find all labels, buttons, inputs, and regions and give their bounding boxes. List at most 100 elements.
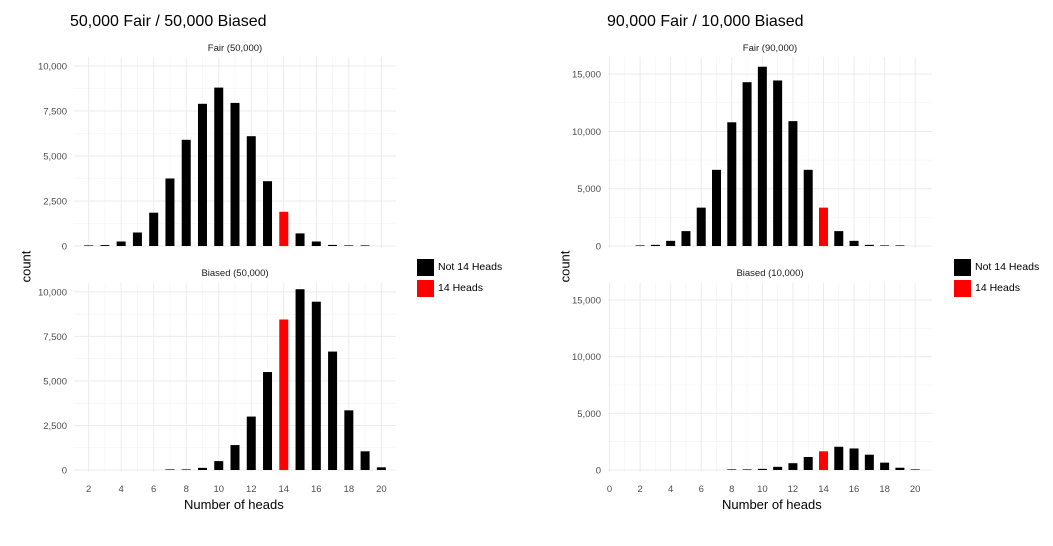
legend-swatch-not-14-heads xyxy=(954,258,971,276)
bar xyxy=(263,181,273,246)
x-tick-label: 10 xyxy=(757,484,768,495)
y-tick-label: 0 xyxy=(62,242,67,253)
x-tick-label: 2 xyxy=(637,484,642,495)
bar xyxy=(214,87,224,246)
panel-2: 0 2,500 5,000 7,500 10,000 Biased (50,000) xyxy=(38,268,396,477)
legend-label-14-heads: 14 Heads xyxy=(975,282,1020,294)
bar xyxy=(803,456,813,470)
bar xyxy=(246,136,256,246)
x-tick-label: 2 xyxy=(86,484,91,495)
bar xyxy=(849,448,859,470)
bar xyxy=(295,289,305,470)
bar xyxy=(834,231,844,246)
panel-1: 0 5,000 10,000 15,000 Fair (90,000) xyxy=(572,43,932,253)
y-tick-label: 10,000 xyxy=(572,352,601,363)
panel-strip-label: Biased (10,000) xyxy=(736,268,803,279)
x-tick-label: 4 xyxy=(668,484,673,495)
bar xyxy=(910,469,920,470)
bar xyxy=(344,410,354,470)
panel-strip-label: Fair (90,000) xyxy=(743,43,797,54)
bar xyxy=(84,245,94,246)
legend-label-14-heads: 14 Heads xyxy=(438,282,483,294)
right-x-axis-title: Number of heads xyxy=(722,497,822,512)
y-tick-label: 10,000 xyxy=(38,62,67,73)
y-tick-label: 0 xyxy=(596,242,601,253)
bar xyxy=(311,301,321,470)
x-tick-label: 4 xyxy=(119,484,124,495)
bar xyxy=(727,122,737,246)
bar xyxy=(880,462,890,470)
bar xyxy=(895,245,905,246)
bar xyxy=(279,211,289,246)
bar xyxy=(116,241,126,246)
legend-swatch-14-heads xyxy=(417,279,434,297)
right-legend: Not 14 Heads 14 Heads xyxy=(954,257,1039,299)
bar xyxy=(742,82,752,246)
y-tick-label: 7,500 xyxy=(43,107,67,118)
x-tick-label: 8 xyxy=(184,484,189,495)
bar xyxy=(864,454,874,470)
bar xyxy=(181,139,191,246)
y-tick-label: 5,000 xyxy=(43,376,67,387)
bar xyxy=(149,212,159,246)
bar xyxy=(100,245,110,246)
legend-label-not-14-heads: Not 14 Heads xyxy=(975,261,1040,273)
bar xyxy=(818,207,828,246)
bar xyxy=(214,461,224,470)
x-tick-label: 12 xyxy=(246,484,257,495)
x-tick-label: 16 xyxy=(311,484,322,495)
y-tick-label: 15,000 xyxy=(572,70,601,81)
bar xyxy=(246,416,256,470)
bar xyxy=(360,451,370,470)
right-figure-title: 90,000 Fair / 10,000 Biased xyxy=(607,13,804,30)
y-tick-label: 2,500 xyxy=(43,421,67,432)
x-tick-label: 20 xyxy=(376,484,387,495)
bar xyxy=(834,446,844,470)
bar xyxy=(742,469,752,470)
y-tick-label: 7,500 xyxy=(43,332,67,343)
y-tick-label: 0 xyxy=(596,466,601,477)
bar xyxy=(650,244,660,246)
bar xyxy=(165,178,175,246)
y-tick-label: 2,500 xyxy=(43,197,67,208)
legend-label-not-14-heads: Not 14 Heads xyxy=(438,261,503,273)
bar xyxy=(788,463,798,470)
bar xyxy=(880,245,890,246)
panel-strip-label: Biased (50,000) xyxy=(201,268,268,279)
bar xyxy=(849,240,859,246)
legend-item-not-14-heads: Not 14 Heads xyxy=(954,257,1039,277)
legend-swatch-14-heads xyxy=(954,279,971,297)
x-tick-label: 18 xyxy=(879,484,890,495)
x-tick-label: 0 xyxy=(607,484,612,495)
chart-1: 0 2,500 5,000 7,500 10,000 Fair (50,000) 0 2,50… xyxy=(38,43,396,495)
x-tick-label: 6 xyxy=(699,484,704,495)
y-tick-label: 10,000 xyxy=(38,287,67,298)
bar xyxy=(788,121,798,246)
bar xyxy=(197,103,207,246)
bar xyxy=(635,245,645,246)
bar xyxy=(376,467,386,470)
bar xyxy=(681,231,691,246)
x-tick-label: 14 xyxy=(278,484,289,495)
legend-item-not-14-heads: Not 14 Heads xyxy=(417,257,502,277)
bar xyxy=(696,207,706,246)
left-figure-title: 50,000 Fair / 50,000 Biased xyxy=(70,13,267,30)
bar xyxy=(818,451,828,470)
bar xyxy=(230,445,240,470)
bar xyxy=(773,466,783,470)
bar xyxy=(757,468,767,470)
bar xyxy=(344,245,354,246)
bar xyxy=(803,169,813,246)
bar xyxy=(197,467,207,470)
left-legend: Not 14 Heads 14 Heads xyxy=(417,257,502,299)
bar xyxy=(864,244,874,246)
panel-2: 0 5,000 10,000 15,000 Biased (10,000) xyxy=(572,268,932,477)
bar xyxy=(181,469,191,470)
x-tick-label: 20 xyxy=(910,484,921,495)
bar xyxy=(263,372,273,470)
legend-item-14-heads: 14 Heads xyxy=(954,278,1039,298)
legend-swatch-not-14-heads xyxy=(417,258,434,276)
y-tick-label: 5,000 xyxy=(577,409,601,420)
x-tick-label: 8 xyxy=(729,484,734,495)
